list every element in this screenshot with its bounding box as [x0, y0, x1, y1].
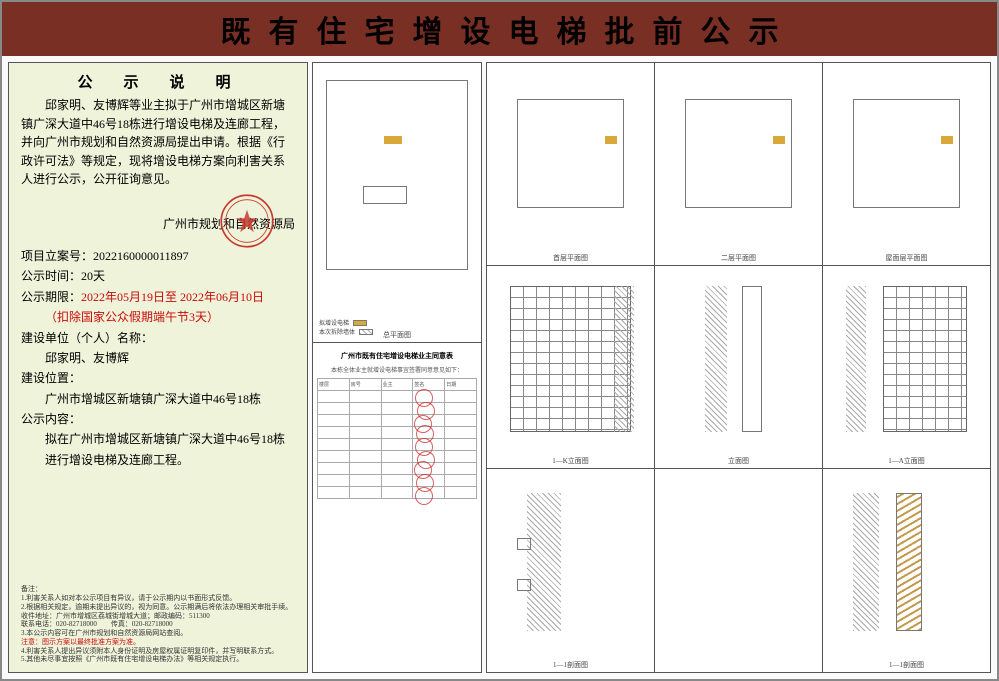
table-row — [318, 427, 477, 439]
consent-table: 楼层 房号 业主 签名 日期 — [317, 378, 477, 499]
table-row — [318, 439, 477, 451]
notice-body: 邱家明、友博辉等业主拟于广州市增城区新塘镇广深大道中46号18栋进行增设电梯及连… — [21, 96, 295, 189]
fp-8: 4.利害关系人提出异议须附本人身份证明及房屋权属证明复印件，并写明联系方式。 — [21, 647, 295, 656]
dwg-1-1: 首层平面图 — [487, 63, 655, 265]
site-plan-label: 总平面图 — [383, 330, 411, 340]
dwg-3-2 — [655, 469, 823, 672]
issuing-org: 广州市规划和自然资源局 — [21, 215, 295, 232]
loc-label: 建设位置： — [21, 371, 81, 385]
drawings-row-3: 1—1剖面图 1—1剖面图 — [487, 469, 990, 672]
dwg-3-3: 1—1剖面图 — [823, 469, 990, 672]
fp-2: 1.利害关系人如对本公示项目有异议，请于公示期内以书面形式反馈。 — [21, 594, 295, 603]
fp-1: 备注： — [21, 585, 295, 594]
pub-period-label: 公示期限： — [21, 290, 81, 304]
proj-no-label: 项目立案号： — [21, 249, 93, 263]
loc-value: 广州市增城区新塘镇广深大道中46号18栋 — [21, 389, 295, 409]
fp-5: 联系电话：020-82718000 传真：020-82718000 — [21, 620, 295, 629]
table-row — [318, 475, 477, 487]
mid-panel: 拟增设电梯 本次拆除墙体 总平面图 广州市既有住宅增设电梯业主同意表 本栋全体业… — [312, 62, 482, 673]
fp-6: 3.本公示内容可在广州市规划和自然资源局网站查阅。 — [21, 629, 295, 638]
table-row — [318, 463, 477, 475]
unit-label: 建设单位（个人）名称： — [21, 331, 153, 345]
table-row — [318, 487, 477, 499]
table-row — [318, 391, 477, 403]
main-title: 既有住宅增设电梯批前公示 — [221, 7, 797, 51]
content-value: 拟在广州市增城区新塘镇广深大道中46号18栋进行增设电梯及连廊工程。 — [21, 429, 295, 470]
dwg-1-2: 二层平面图 — [655, 63, 823, 265]
dwg-3-1: 1—1剖面图 — [487, 469, 655, 672]
pub-days-label: 公示时间： — [21, 269, 81, 283]
fp-4: 收件地址：广州市增城区荔城街增城大道；邮政编码：511300 — [21, 612, 295, 621]
doc-title: 广州市既有住宅增设电梯业主同意表 — [317, 351, 477, 361]
unit-value: 邱家明、友博辉 — [21, 348, 295, 368]
dwg-2-2: 立面图 — [655, 266, 823, 468]
content-label: 公示内容： — [21, 412, 81, 426]
notice-panel: 公 示 说 明 邱家明、友博辉等业主拟于广州市增城区新塘镇广深大道中46号18栋… — [8, 62, 308, 673]
drawings-row-2: 1—K立面图 立面图 1—A立面图 — [487, 266, 990, 469]
table-row — [318, 415, 477, 427]
pub-days: 20天 — [81, 269, 105, 283]
table-row — [318, 451, 477, 463]
fp-7: 注意：图示方案以最终批准方案为准。 — [21, 638, 295, 647]
drawings-panel: 首层平面图 二层平面图 屋面层平面图 1—K立面图 — [486, 62, 991, 673]
consent-doc: 广州市既有住宅增设电梯业主同意表 本栋全体业主就增设电梯事宜签署同意意见如下： … — [313, 343, 481, 672]
site-plan: 拟增设电梯 本次拆除墙体 总平面图 — [313, 63, 481, 343]
notice-board: 既有住宅增设电梯批前公示 公 示 说 明 邱家明、友博辉等业主拟于广州市增城区新… — [0, 0, 999, 681]
proj-no: 2022160000011897 — [93, 249, 189, 263]
fp-3: 2.根据相关规定，逾期未提出异议的，视为同意。公示期满后将依法办理相关审批手续。 — [21, 603, 295, 612]
dwg-2-1: 1—K立面图 — [487, 266, 655, 468]
official-seal — [219, 193, 275, 249]
content-area: 公 示 说 明 邱家明、友博辉等业主拟于广州市增城区新塘镇广深大道中46号18栋… — [2, 56, 997, 679]
fields-block: 项目立案号：2022160000011897 公示时间：20天 公示期限：202… — [21, 246, 295, 470]
fineprint-block: 备注： 1.利害关系人如对本公示项目有异议，请于公示期内以书面形式反馈。 2.根… — [21, 585, 295, 664]
doc-sub: 本栋全体业主就增设电梯事宜签署同意意见如下： — [317, 365, 477, 374]
fp-9: 5.其他未尽事宜按照《广州市既有住宅增设电梯办法》等相关规定执行。 — [21, 655, 295, 664]
pub-period: 2022年05月19日至 2022年06月10日 — [81, 290, 264, 304]
dwg-2-3: 1—A立面图 — [823, 266, 990, 468]
dwg-1-3: 屋面层平面图 — [823, 63, 990, 265]
title-bar: 既有住宅增设电梯批前公示 — [2, 2, 997, 56]
legend-a: 拟增设电梯 — [319, 318, 475, 327]
table-row — [318, 403, 477, 415]
drawings-row-1: 首层平面图 二层平面图 屋面层平面图 — [487, 63, 990, 266]
pub-period-note: （扣除国家公众假期端午节3天） — [21, 307, 295, 327]
table-header: 楼层 房号 业主 签名 日期 — [318, 379, 477, 391]
notice-heading: 公 示 说 明 — [21, 71, 295, 92]
